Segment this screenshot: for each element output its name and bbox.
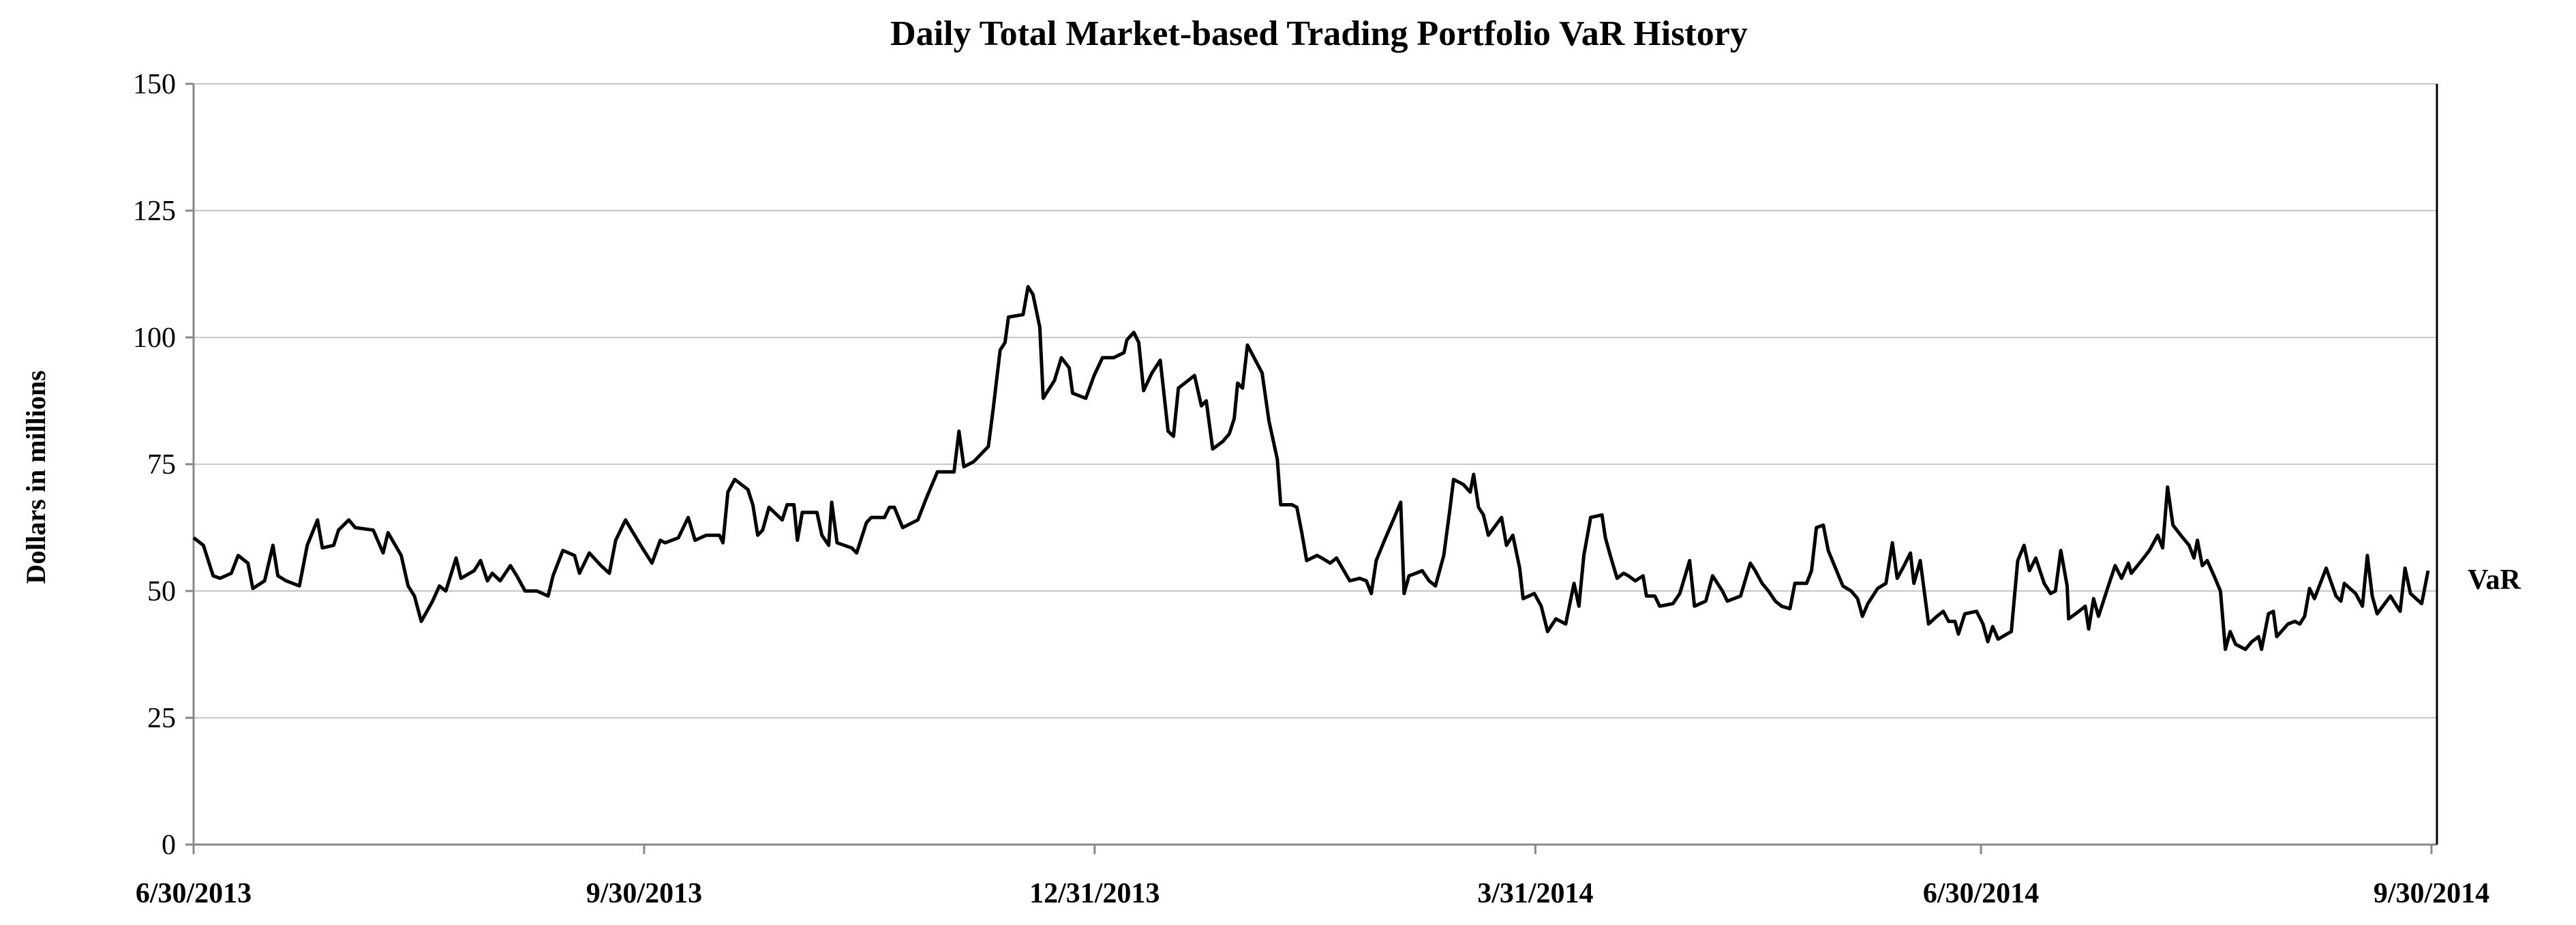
chart-title: Daily Total Market-based Trading Portfol… [890,14,1748,53]
x-tick-label: 6/30/2014 [1923,878,2039,909]
y-tick-label: 150 [133,69,176,100]
x-tick-label: 3/31/2014 [1477,878,1593,909]
gridlines [185,82,2437,854]
y-tick-label: 25 [147,703,176,734]
y-tick-label: 75 [147,449,176,481]
y-tick-label: 50 [147,576,176,607]
y-tick-label: 125 [133,196,176,227]
y-tick-label: 0 [162,830,176,861]
x-tick-label: 6/30/2013 [136,878,252,909]
series-label-var: VaR [2468,564,2521,596]
series-line-var [192,285,2430,652]
x-tick-label: 12/31/2013 [1029,878,1160,909]
x-tick-label: 9/30/2013 [586,878,702,909]
y-tick-label: 100 [133,322,176,354]
x-tick-labels: 6/30/2013 9/30/2013 12/31/2013 3/31/2014 6/3… [136,878,2489,909]
x-tick-label: 9/30/2014 [2374,878,2489,909]
y-tick-labels: 0 25 50 75 100 125 150 [133,69,176,861]
y-axis-label: Dollars in millions [20,370,51,583]
